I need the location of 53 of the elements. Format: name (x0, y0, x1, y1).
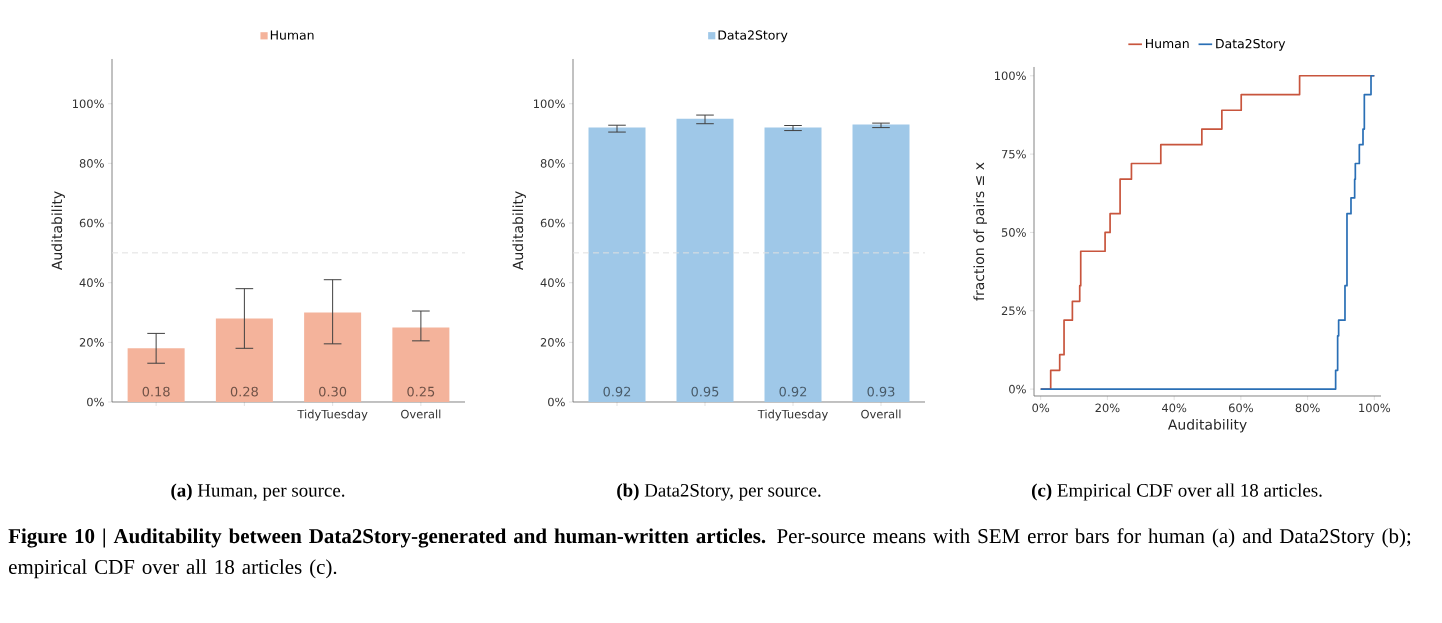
x-tick-label: TidyTuesday (757, 409, 828, 421)
x-tick-label: 80% (1295, 403, 1320, 413)
text: (c) Empirical CDF over all 18 articles. (1031, 483, 1322, 501)
x-tick-label: 20% (1095, 403, 1120, 413)
bar (215, 318, 273, 402)
legend-label: Human (1146, 39, 1189, 49)
legend-label: Human (270, 30, 314, 40)
y-axis-title: Auditability (51, 191, 65, 271)
data-label: 0.95 (691, 386, 719, 397)
x-tick-label: 100% (1359, 403, 1391, 413)
x-tick-label: TidyTuesday (297, 409, 368, 421)
y-axis-title: fraction of pairs ≤ x (973, 162, 987, 301)
y-tick-label: 100% (995, 71, 1026, 81)
y-tick-label: 40% (540, 278, 565, 288)
y-tick-label: 60% (79, 218, 104, 228)
bar (588, 127, 646, 402)
y-tick-label: 50% (1001, 228, 1026, 237)
data-label: 0.92 (603, 386, 631, 397)
y-tick-label: 25% (1001, 306, 1026, 316)
y-tick-label: 60% (540, 218, 565, 228)
y-tick-label: 0% (1009, 384, 1026, 394)
legend-label: Data2Story (1216, 38, 1286, 51)
bar (764, 127, 822, 402)
data-label: 0.18 (142, 386, 170, 397)
bar (127, 348, 185, 402)
data-label: 0.30 (319, 386, 347, 397)
bar (676, 118, 734, 402)
x-tick-label: Overall (401, 409, 441, 419)
bar (852, 124, 910, 402)
data-label: 0.28 (230, 386, 258, 397)
y-tick-label: 100% (72, 99, 104, 109)
legend-label: Data2Story (718, 30, 788, 43)
x-axis-title: Auditability (1167, 419, 1247, 433)
x-tick-label: Overall (861, 409, 901, 419)
y-tick-label: 40% (79, 278, 104, 288)
bar (392, 327, 450, 402)
data-label: 0.93 (867, 386, 895, 397)
y-tick-label: 80% (540, 159, 565, 168)
bar (304, 312, 362, 402)
y-tick-label: 80% (79, 159, 104, 168)
x-tick-label: 60% (1228, 403, 1253, 413)
y-tick-label: 100% (534, 99, 565, 109)
y-tick-label: 20% (540, 338, 565, 347)
data-label: 0.92 (779, 386, 807, 397)
y-tick-label: 75% (1001, 149, 1026, 159)
y-tick-label: 20% (79, 338, 104, 347)
x-tick-label: 0% (1032, 403, 1050, 413)
text: Figure 10 | Auditability between Data2Story-generated and human-written articles. Per-source means with SEM error bars for human (a) and Data2Story (b); empirical CDF over all 18 articles (c). (8, 528, 1411, 579)
x-tick-label: 40% (1161, 403, 1187, 413)
text: (a) Human, per source. (171, 483, 345, 501)
text: (b) Data2Story, per source. (617, 483, 821, 501)
y-axis-title: Auditability (512, 191, 526, 271)
data-label: 0.25 (407, 386, 435, 397)
